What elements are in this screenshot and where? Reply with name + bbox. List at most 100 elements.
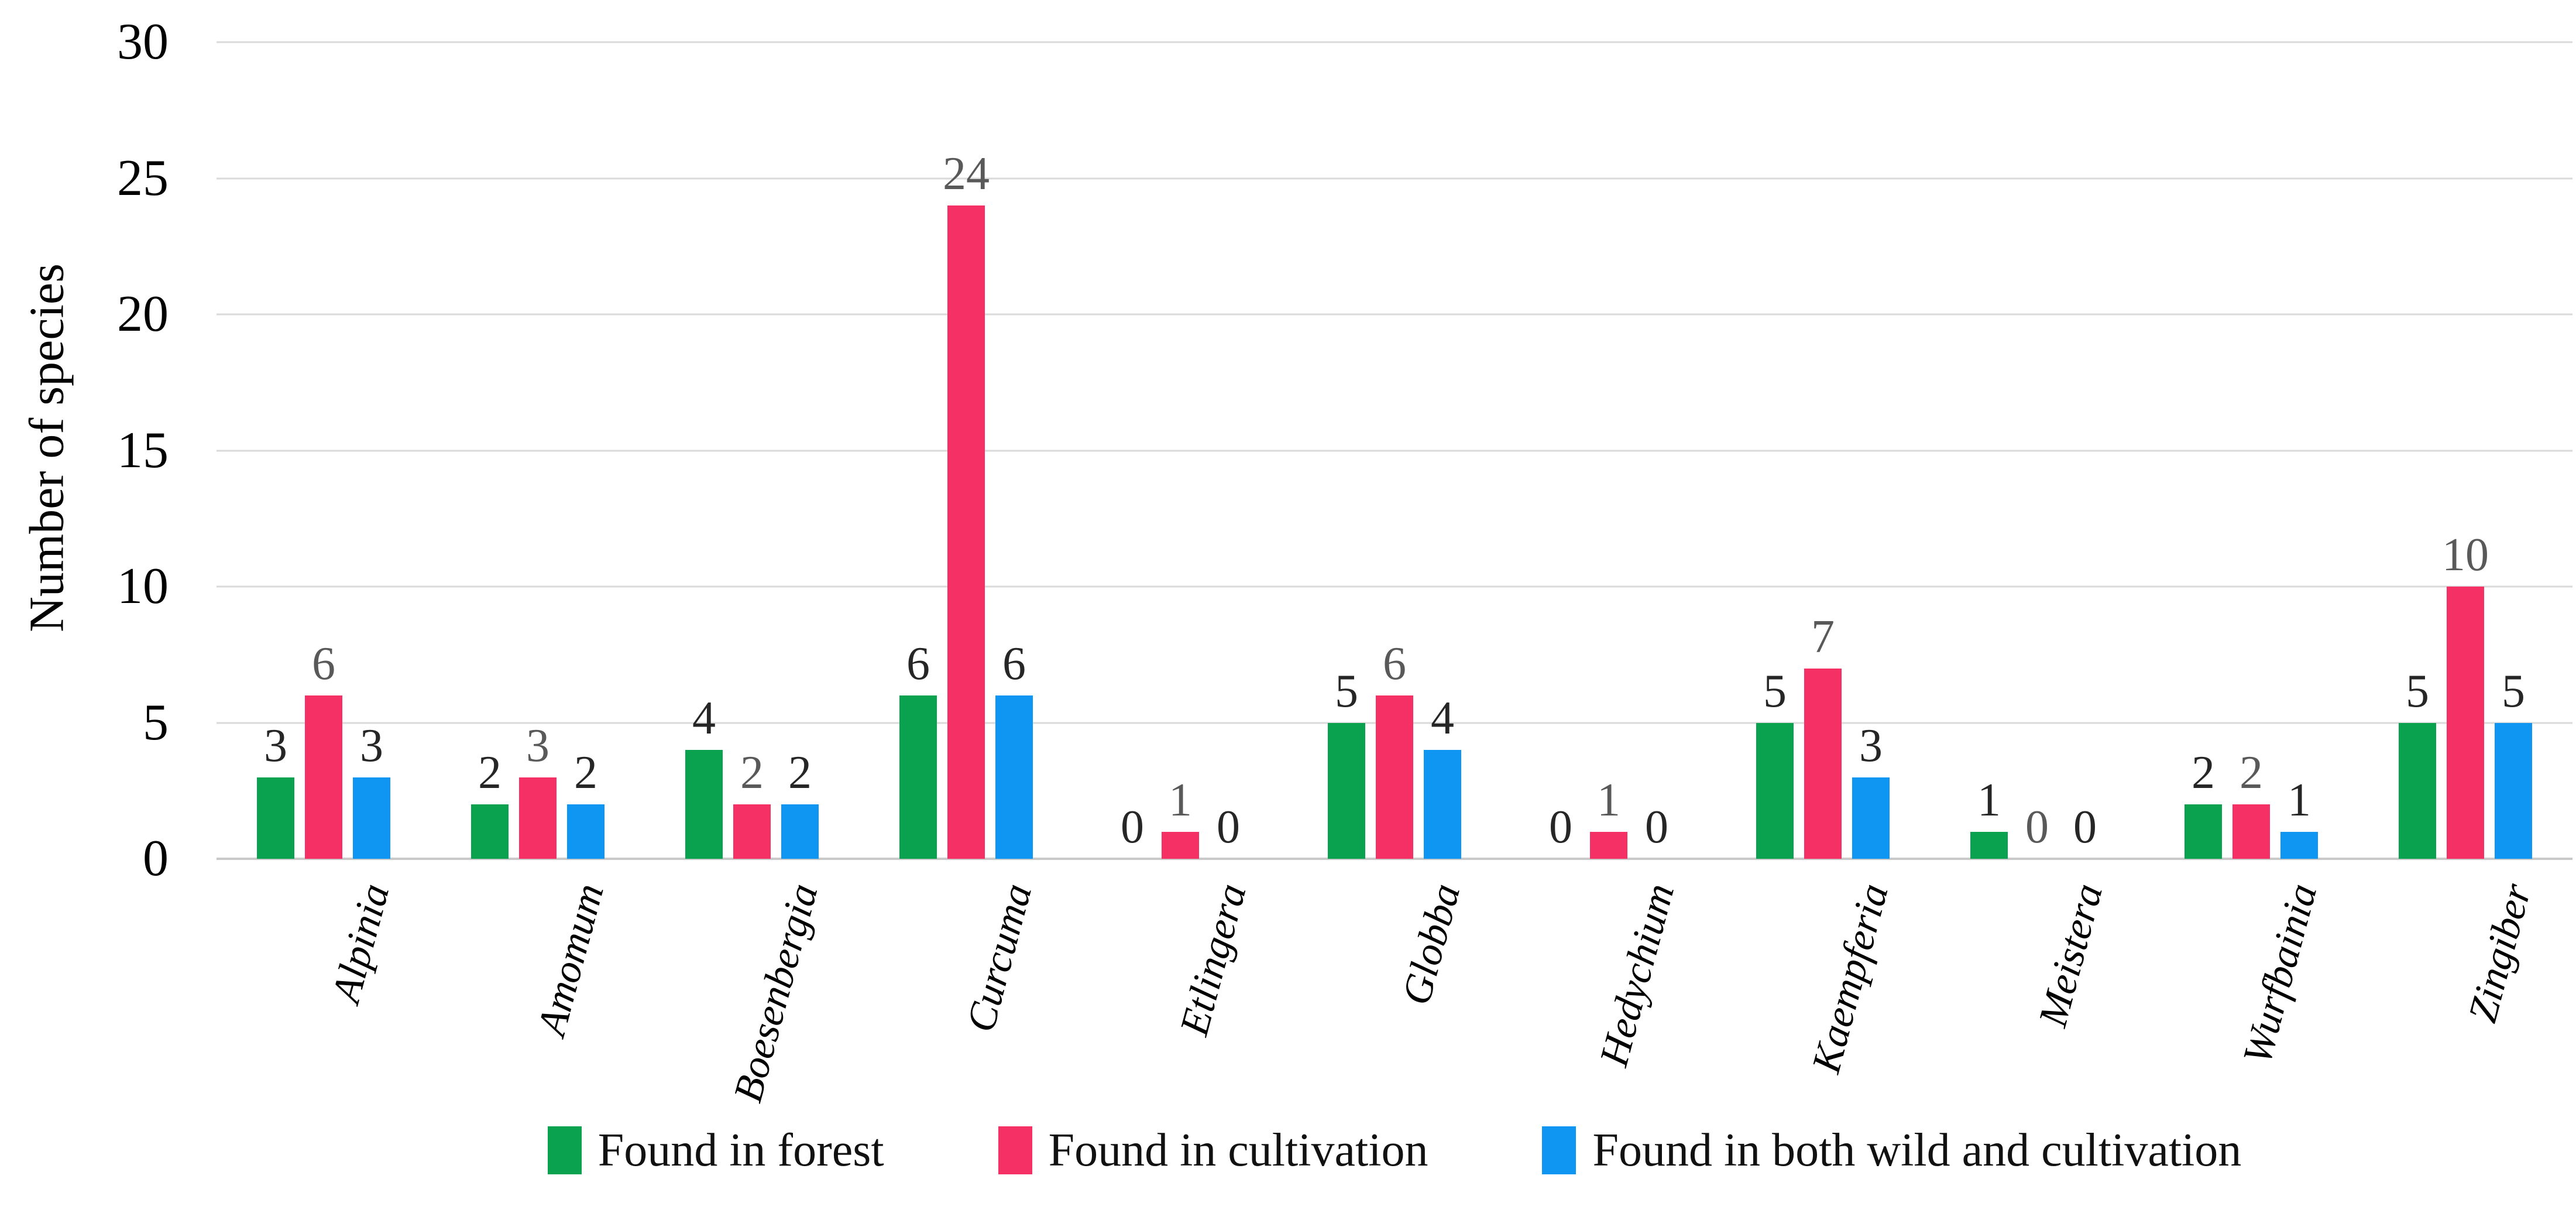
bar-curcuma-found-in-cultivation: 24 <box>943 150 990 859</box>
bar-boesenbergia-found-in-cultivation: 2 <box>733 749 771 859</box>
bar-wurfbainia-found-in-cultivation: 2 <box>2232 749 2270 859</box>
bar-boesenbergia-found-in-forest: 4 <box>685 695 723 859</box>
gridline-20 <box>217 313 2572 316</box>
bar-hedychium-found-in-cultivation: 1 <box>1590 777 1627 859</box>
bar-wurfbainia-found-in-forest: 2 <box>2185 749 2222 859</box>
data-label-curcuma-found-in-forest: 6 <box>906 638 930 690</box>
data-label-hedychium-found-in-both-wild-and-cultivation: 0 <box>1645 801 1668 853</box>
data-label-hedychium-found-in-forest: 0 <box>1549 801 1572 853</box>
x-category-label-amomum: Amomum <box>528 879 613 1040</box>
data-label-curcuma-found-in-cultivation: 24 <box>943 148 990 200</box>
data-label-kaempferia-found-in-cultivation: 7 <box>1811 611 1835 663</box>
x-category-label-globba: Globba <box>1393 879 1469 1010</box>
bar-kaempferia-found-in-both-wild-and-cultivation: 3 <box>1852 722 1890 859</box>
bar-curcuma-found-in-both-wild-and-cultivation: 6 <box>995 640 1033 859</box>
bar-zingiber-found-in-cultivation: 10 <box>2442 532 2489 859</box>
data-label-alpinia-found-in-cultivation: 6 <box>312 638 335 690</box>
data-label-zingiber-found-in-forest: 5 <box>2406 665 2429 717</box>
data-label-boesenbergia-found-in-both-wild-and-cultivation: 2 <box>788 747 812 799</box>
bar-amomum-found-in-forest: 2 <box>471 749 509 859</box>
legend-label-found-in-forest: Found in forest <box>597 1125 884 1176</box>
y-tick-label-5: 5 <box>143 694 169 751</box>
y-tick-label-0: 0 <box>143 830 169 887</box>
bar-boesenbergia-found-in-both-wild-and-cultivation: 2 <box>781 749 819 859</box>
data-label-etlingera-found-in-both-wild-and-cultivation: 0 <box>1217 801 1240 853</box>
bar-globba-found-in-both-wild-and-cultivation: 4 <box>1424 695 1461 859</box>
bar-alpinia-found-in-forest: 3 <box>257 722 294 859</box>
bar-meistera-found-in-forest: 1 <box>1970 777 2008 859</box>
y-tick-label-10: 10 <box>117 558 169 615</box>
bar-kaempferia-found-in-forest: 5 <box>1756 668 1794 859</box>
bar-zingiber-found-in-forest: 5 <box>2399 668 2436 859</box>
gridline-30 <box>217 41 2572 43</box>
x-category-label-kaempferia: Kaempferia <box>1804 879 1898 1078</box>
x-category-label-alpinia: Alpinia <box>323 879 399 1007</box>
y-tick-label-15: 15 <box>117 421 169 479</box>
data-label-globba-found-in-forest: 5 <box>1335 665 1358 717</box>
data-label-wurfbainia-found-in-both-wild-and-cultivation: 1 <box>2288 774 2311 826</box>
legend: Found in forest Found in cultivation Found… <box>217 1125 2572 1176</box>
data-label-amomum-found-in-both-wild-and-cultivation: 2 <box>574 747 597 799</box>
data-label-globba-found-in-both-wild-and-cultivation: 4 <box>1431 693 1454 744</box>
bar-kaempferia-found-in-cultivation: 7 <box>1804 614 1842 859</box>
x-category-label-meistera: Meistera <box>2030 879 2112 1031</box>
plot-area: 3 6 3 2 3 2 4 2 2 6 24 6 0 1 0 5 6 4 0 1 0 5 7 3 1 0 0 2 2 1 5 10 5 <box>217 41 2572 860</box>
bar-group-curcuma: 6 24 6 <box>859 42 1073 859</box>
legend-label-found-in-cultivation: Found in cultivation <box>1048 1125 1428 1176</box>
y-tick-label-20: 20 <box>117 286 169 342</box>
gridline-10 <box>217 585 2572 588</box>
gridline-0 <box>217 858 2572 860</box>
data-label-zingiber-found-in-both-wild-and-cultivation: 5 <box>2502 665 2525 717</box>
bar-group-zingiber: 5 10 5 <box>2358 42 2572 859</box>
data-label-meistera-found-in-forest: 1 <box>1977 774 2001 826</box>
bar-globba-found-in-cultivation: 6 <box>1376 640 1413 859</box>
data-label-etlingera-found-in-cultivation: 1 <box>1169 774 1192 826</box>
data-label-kaempferia-found-in-forest: 5 <box>1763 665 1787 717</box>
legend-item-found-in-forest: Found in forest <box>547 1125 884 1176</box>
bar-zingiber-found-in-both-wild-and-cultivation: 5 <box>2495 668 2532 859</box>
bar-wurfbainia-found-in-both-wild-and-cultivation: 1 <box>2280 777 2318 859</box>
data-label-alpinia-found-in-forest: 3 <box>264 719 287 772</box>
y-tick-label-30: 30 <box>117 13 169 70</box>
data-label-boesenbergia-found-in-cultivation: 2 <box>740 747 764 799</box>
data-label-amomum-found-in-cultivation: 3 <box>526 719 549 772</box>
data-label-hedychium-found-in-cultivation: 1 <box>1597 774 1620 826</box>
bar-etlingera-found-in-cultivation: 1 <box>1162 777 1199 859</box>
x-category-label-wurfbainia: Wurfbainia <box>2234 879 2326 1069</box>
bar-amomum-found-in-cultivation: 3 <box>519 722 557 859</box>
legend-swatch-found-in-cultivation <box>998 1126 1032 1174</box>
data-label-boesenbergia-found-in-forest: 4 <box>692 693 716 744</box>
x-category-label-curcuma: Curcuma <box>958 879 1041 1037</box>
data-label-alpinia-found-in-both-wild-and-cultivation: 3 <box>360 719 383 772</box>
legend-swatch-found-in-both-wild-and-cultivation <box>1542 1126 1576 1174</box>
data-label-amomum-found-in-forest: 2 <box>478 747 502 799</box>
legend-swatch-found-in-forest <box>547 1126 582 1174</box>
bars-container: 3 6 3 2 3 2 4 2 2 6 24 6 0 1 0 5 6 4 0 1 0 5 7 3 1 0 0 2 2 1 5 10 5 <box>217 42 2572 859</box>
bar-curcuma-found-in-forest: 6 <box>899 640 937 859</box>
gridline-15 <box>217 450 2572 451</box>
data-label-kaempferia-found-in-both-wild-and-cultivation: 3 <box>1859 719 1883 772</box>
x-category-label-hedychium: Hedychium <box>1591 879 1684 1071</box>
data-label-curcuma-found-in-both-wild-and-cultivation: 6 <box>1002 638 1026 690</box>
bar-amomum-found-in-both-wild-and-cultivation: 2 <box>567 749 604 859</box>
data-label-wurfbainia-found-in-forest: 2 <box>2192 747 2215 799</box>
data-label-meistera-found-in-cultivation: 0 <box>2025 801 2049 853</box>
legend-item-found-in-cultivation: Found in cultivation <box>998 1125 1428 1176</box>
data-label-globba-found-in-cultivation: 6 <box>1383 638 1406 690</box>
x-category-label-zingiber: Zingiber <box>2460 879 2540 1027</box>
bar-globba-found-in-forest: 5 <box>1328 668 1365 859</box>
data-label-wurfbainia-found-in-cultivation: 2 <box>2240 747 2263 799</box>
x-category-label-etlingera: Etlingera <box>1171 879 1255 1040</box>
y-tick-label-25: 25 <box>117 149 169 207</box>
x-category-label-boesenbergia: Boesenbergia <box>725 879 827 1107</box>
